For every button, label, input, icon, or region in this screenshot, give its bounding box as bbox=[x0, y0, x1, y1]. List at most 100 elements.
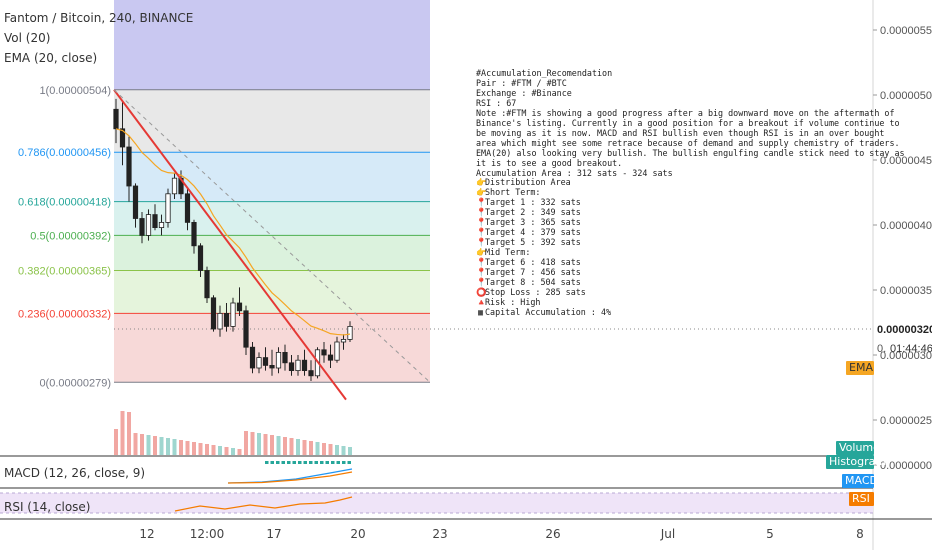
note-line-text: Target 7 : 456 sats bbox=[485, 267, 581, 278]
volume-bar bbox=[153, 436, 157, 455]
macd-histogram-bar bbox=[342, 461, 346, 464]
macd-histogram-bar bbox=[276, 461, 280, 464]
macd-histogram-bar bbox=[336, 461, 340, 464]
rsi-pane-label[interactable]: RSI (14, close) bbox=[4, 500, 91, 514]
ema-indicator-label[interactable]: EMA (20, close) bbox=[4, 51, 98, 65]
candle bbox=[158, 221, 165, 228]
volume-bar bbox=[224, 447, 229, 455]
note-line: 👉Mid Term: bbox=[476, 247, 856, 258]
note-bullet-icon: ▦ bbox=[477, 306, 484, 317]
volume-bar bbox=[270, 435, 274, 455]
note-line-text: Binance's listing. Currently in a good p… bbox=[476, 117, 900, 128]
candle bbox=[243, 310, 249, 348]
x-tick-label: 17 bbox=[266, 527, 282, 541]
volume-bar bbox=[289, 438, 294, 455]
note-bullet-icon: 📍 bbox=[476, 277, 487, 288]
note-line: 📍Target 5 : 392 sats bbox=[476, 237, 856, 248]
macd-pane-label[interactable]: MACD (12, 26, close, 9) bbox=[4, 466, 146, 480]
x-tick-label: 5 bbox=[766, 527, 774, 541]
macd-histogram-bar bbox=[325, 461, 329, 464]
candle bbox=[308, 370, 314, 377]
volume-bar bbox=[309, 441, 313, 455]
note-line: 📍Target 8 : 504 sats bbox=[476, 277, 856, 288]
note-line: 🔺Risk : High bbox=[476, 296, 856, 308]
note-line-text: EMA(20) also looking very bullish. The b… bbox=[476, 147, 905, 158]
x-tick-label: 12 bbox=[139, 527, 155, 541]
macd-badge: MACD bbox=[842, 474, 878, 488]
note-line: 📍Target 4 : 379 sats bbox=[476, 227, 856, 238]
note-line-text: Target 4 : 379 sats bbox=[485, 227, 581, 238]
volume-bar bbox=[159, 437, 164, 455]
note-line-text: #Accumulation_Recomendation bbox=[476, 68, 613, 78]
macd-histogram-bar bbox=[314, 461, 318, 464]
x-tick-label: Jul bbox=[660, 527, 676, 541]
note-line: 📍Target 7 : 456 sats bbox=[476, 267, 856, 278]
macd-histogram-bar bbox=[292, 461, 296, 464]
candle bbox=[340, 338, 347, 343]
note-line: 👉Distribution Area bbox=[476, 178, 856, 188]
note-line-text: Pair : #FTM / #BTC bbox=[476, 77, 567, 88]
volume-bar bbox=[263, 434, 268, 455]
volume-bar bbox=[257, 433, 261, 455]
vol-indicator-label[interactable]: Vol (20) bbox=[4, 31, 51, 45]
candle bbox=[152, 214, 158, 229]
note-line: ▦ Capital Accumulation : 4% bbox=[476, 306, 856, 318]
note-bullet-icon: 📍 bbox=[476, 217, 487, 228]
current-price-label: 0.00000320 bbox=[877, 324, 932, 336]
fib-label-0: 1(0.00000504) bbox=[39, 85, 111, 97]
fib-band-top bbox=[114, 0, 430, 90]
volume-bar bbox=[250, 432, 255, 455]
fib-band-0 bbox=[114, 89, 430, 153]
x-tick-label: 26 bbox=[545, 527, 561, 541]
countdown-prefix: 0. bbox=[877, 343, 886, 355]
note-line-text: Mid Term: bbox=[485, 247, 531, 258]
volume-bar bbox=[276, 436, 281, 455]
macd-histogram-bar bbox=[347, 461, 351, 464]
note-bullet-icon: 📍 bbox=[476, 197, 487, 208]
note-line-text: Target 6 : 418 sats bbox=[485, 257, 581, 268]
macd-histogram-bar bbox=[303, 461, 307, 464]
volume-bar bbox=[146, 435, 151, 455]
candle bbox=[204, 270, 210, 299]
candle bbox=[126, 146, 132, 187]
volume-bar bbox=[172, 439, 177, 455]
volume-bar bbox=[211, 445, 216, 455]
volume-bar bbox=[179, 440, 183, 455]
note-line-text: Risk : High bbox=[485, 296, 541, 307]
macd-histogram-bar bbox=[287, 461, 291, 464]
fib-label-6: 0(0.00000279) bbox=[39, 377, 111, 389]
note-line: be moving as it is now. MACD and RSI bul… bbox=[476, 128, 884, 139]
note-line-text: Exchange : #Binance bbox=[476, 87, 572, 98]
note-line-text: Short Term: bbox=[485, 187, 541, 198]
volume-bar bbox=[205, 444, 209, 455]
note-line-text: Target 3 : 365 sats bbox=[485, 217, 581, 228]
candle bbox=[321, 349, 327, 356]
macd-histogram-bar bbox=[309, 461, 313, 464]
volume-bar bbox=[166, 438, 170, 455]
candle bbox=[191, 221, 197, 247]
candle bbox=[171, 177, 178, 195]
note-line: Exchange : #Binance bbox=[476, 87, 856, 99]
rsi-line bbox=[174, 496, 353, 512]
note-line-text: Accumulation Area : 312 sats - 324 sats bbox=[476, 167, 673, 178]
volume-bar bbox=[237, 449, 242, 455]
candle bbox=[334, 341, 340, 361]
macd-histogram-bar bbox=[265, 461, 269, 464]
x-tick-label: 12:00 bbox=[189, 527, 225, 541]
note-line-text: Distribution Area bbox=[485, 177, 571, 188]
candle bbox=[262, 357, 269, 366]
volume-bar bbox=[127, 412, 131, 455]
volume-bar bbox=[114, 429, 118, 455]
note-bullet-icon: 👉 bbox=[476, 177, 487, 188]
candle bbox=[165, 193, 171, 223]
trade-note: #Accumulation_Recomendation Pair : #FTM /… bbox=[476, 68, 905, 318]
note-line-text: be moving as it is now. MACD and RSI bul… bbox=[476, 127, 885, 138]
volume-bar bbox=[231, 448, 235, 455]
candle bbox=[275, 351, 282, 369]
